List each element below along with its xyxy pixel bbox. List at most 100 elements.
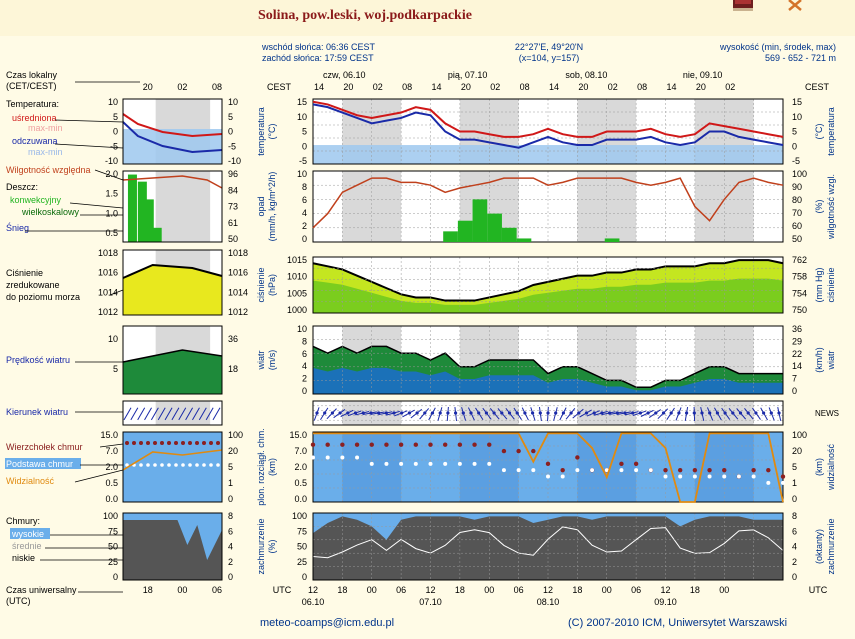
cloud-base-dot [634, 468, 639, 473]
cloud-base-dot [707, 474, 712, 479]
mini-wind-arrow [185, 407, 194, 421]
utc-tick-label: 18 [690, 585, 700, 595]
wind-arrow-head [661, 411, 666, 415]
mini-wind-tick: 5 [113, 364, 118, 374]
mini-temp-tick: 10 [108, 97, 118, 107]
date-label: czw, 06.10 [323, 70, 366, 80]
mini-rh-line [122, 175, 223, 189]
cloud-top-dot [310, 442, 316, 447]
sky-night [694, 432, 754, 502]
panel-frame-cld [312, 431, 784, 503]
cloud-base-dot [325, 455, 330, 460]
kmh-axis-unit: (km/h) [814, 347, 824, 373]
cloud-top-dot [707, 467, 712, 473]
legend-high: wysokie [11, 529, 44, 539]
wind-arrow-head [746, 411, 750, 415]
utc-tick-label: 00 [367, 585, 377, 595]
mini-cloud-top-dot [146, 441, 150, 445]
okt-tick: 8 [792, 511, 797, 521]
contact-email[interactable]: meteo-coamps@icm.edu.pl [260, 617, 395, 629]
wind-line [312, 345, 783, 388]
legend-leader-line [69, 202, 124, 209]
cloud-top-dot [472, 442, 477, 447]
book-icon[interactable] [727, 0, 761, 14]
precip-bar [516, 238, 532, 242]
mini-cb-tick: 0.0 [105, 494, 118, 504]
wind-axis-unit: (m/s) [267, 350, 277, 371]
mini-pres-tick: 1012 [98, 307, 118, 317]
mini-pres-tick-right: 1018 [228, 248, 248, 258]
mini-wind-arrow [192, 407, 200, 421]
legend-pressure-3: do poziomu morza [6, 292, 80, 302]
panel-frame-pres [312, 256, 784, 314]
mini-pres-tick-right: 1016 [228, 268, 248, 278]
temp-tick-right: -5 [792, 156, 800, 166]
close-icon[interactable] [782, 0, 808, 14]
cest-tick-label: 20 [578, 82, 588, 92]
mini-temp-tick-right: 5 [228, 112, 233, 122]
legend-temperature: Temperatura: [6, 99, 59, 109]
mini-utc-tick: 06 [212, 585, 222, 595]
wind-tick: 8 [302, 336, 307, 346]
page-title: Solina, pow.leski, woj.podkarpackie [258, 8, 472, 23]
utc-tick-label: 18 [337, 585, 347, 595]
legend-leader-line [99, 443, 124, 448]
cloud-base-dot [575, 468, 580, 473]
wind-arrow-head [446, 411, 450, 415]
mini-cloud-cover-area [123, 520, 222, 580]
precip-bar [501, 227, 517, 242]
cc-tick: 0 [302, 572, 307, 582]
wind-arrow-head [515, 411, 519, 415]
mini-cloud-top-dot [195, 441, 199, 445]
wind-arrow-head [384, 411, 388, 415]
wind-arrow-head [430, 411, 435, 415]
utc-tick-label: 00 [719, 585, 729, 595]
cloud-top-dot [780, 474, 786, 479]
wind-arrow-head [407, 411, 411, 415]
cloud-base-dot [369, 461, 374, 466]
cloud-top-dot [619, 461, 624, 467]
rh-tick: 100 [792, 169, 807, 179]
mini-frame-temp [122, 98, 223, 165]
mini-wind-tick-right: 18 [228, 364, 238, 374]
legend-leader-line [54, 119, 124, 123]
mmhg-tick: 754 [792, 288, 807, 298]
mini-cb-tick: 15.0 [100, 430, 118, 440]
cloud-base-dot [663, 474, 668, 479]
cloud-top-dot [663, 467, 668, 473]
wind-arrow-head [392, 411, 396, 415]
wind-arrow-head [777, 411, 781, 415]
mini-cloud-base-dot [216, 463, 220, 467]
wind-arrow-head [584, 411, 589, 415]
mini-cloud-top-dot [174, 441, 178, 445]
wind-arrow-head [477, 411, 481, 415]
cloud-base-dot [546, 474, 550, 479]
cloud-top-dot [766, 467, 771, 473]
wind-arrow-head [377, 411, 381, 415]
mini-temp-tick: 5 [113, 112, 118, 122]
cloud-top-dot [531, 448, 536, 454]
cloud-top-dot [751, 467, 756, 473]
cloud-base-dot [487, 461, 492, 466]
cest-axis-label: CEST [267, 82, 292, 92]
vis-tick: 5 [792, 462, 797, 472]
cloud-base-dot [472, 461, 477, 466]
wind-arrow-head [700, 411, 704, 415]
cloud-base-dot [736, 474, 741, 479]
temp-tick-right: 10 [792, 112, 802, 122]
cb-tick: 7.0 [294, 446, 307, 456]
wind-tick: 2 [302, 374, 307, 384]
wind-arrow-head [715, 411, 720, 415]
wind-arrow-head [623, 411, 627, 415]
utc-tick-label: 12 [660, 585, 670, 595]
temp-tick: 5 [302, 127, 307, 137]
mini-utc-tick: 18 [143, 585, 153, 595]
utc-date-label: 06.10 [302, 597, 325, 607]
mini-frame-cld [122, 431, 223, 503]
mini-cloud-base-dot [181, 463, 185, 467]
temp-tick: 10 [297, 112, 307, 122]
mini-cloud-base-dot [125, 463, 129, 467]
cloud-base-dot [516, 468, 521, 473]
kmh-tick: 14 [792, 361, 802, 371]
